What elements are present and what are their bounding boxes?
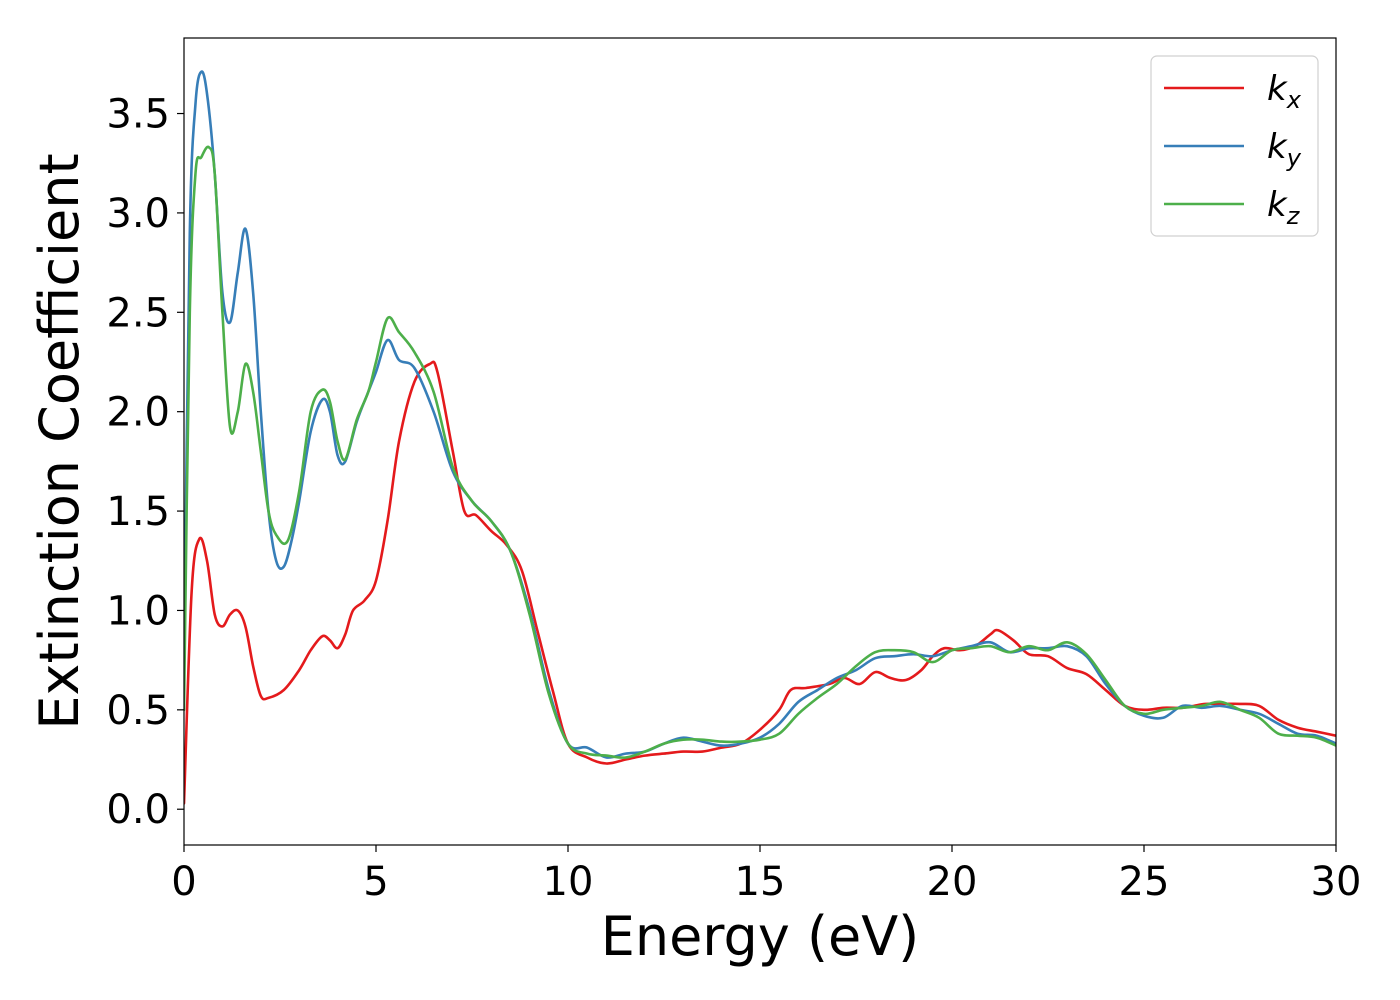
series-line-kz: [184, 145, 1336, 759]
series-line-kx: [184, 360, 1336, 805]
y-tick-label: 1.5: [106, 489, 170, 535]
x-axis-title: Energy (eV): [601, 905, 920, 968]
legend-label-kx: kx: [1267, 69, 1302, 114]
y-tick-label: 2.5: [106, 290, 170, 336]
y-tick-label: 1.0: [106, 588, 170, 634]
x-tick-label: 25: [1119, 859, 1170, 905]
y-axis-title: Extinction Coefficient: [28, 153, 91, 729]
x-tick-label: 5: [363, 859, 388, 905]
y-tick-label: 0.5: [106, 688, 170, 734]
y-axis: 0.0 0.5 1.0 1.5 2.0 2.5 3.0 3.5: [106, 92, 184, 833]
series-line-ky: [184, 70, 1336, 759]
y-tick-label: 3.0: [106, 191, 170, 237]
x-axis: 0 5 10 15 20 25 30: [171, 845, 1361, 905]
y-tick-label: 3.5: [106, 92, 170, 138]
x-tick-label: 10: [543, 859, 594, 905]
series-layer: [184, 70, 1336, 805]
legend-label-ky: ky: [1267, 127, 1302, 172]
x-tick-label: 30: [1311, 859, 1362, 905]
legend: kx ky kz: [1150, 55, 1319, 237]
x-tick-label: 20: [927, 859, 978, 905]
legend-label-kz: kz: [1267, 185, 1301, 230]
y-tick-label: 2.0: [106, 390, 170, 436]
x-tick-label: 0: [171, 859, 196, 905]
y-tick-label: 0.0: [106, 787, 170, 833]
x-tick-label: 15: [735, 859, 786, 905]
